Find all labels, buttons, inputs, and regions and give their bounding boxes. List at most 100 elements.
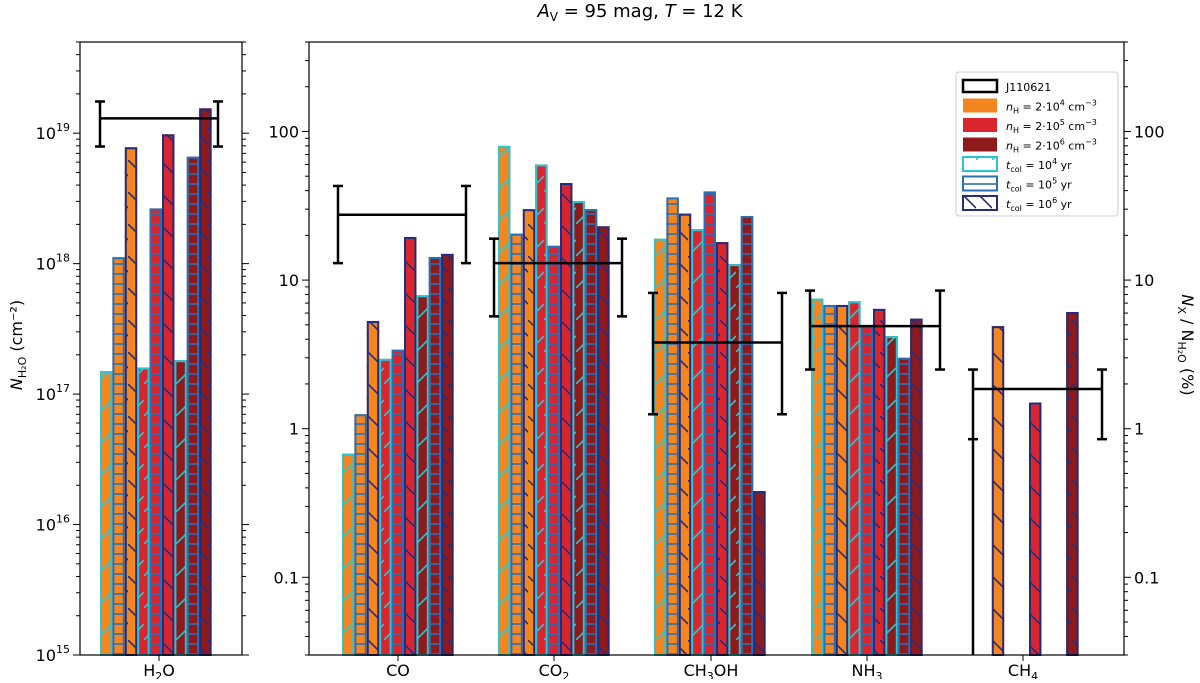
bar-hatch [728,264,741,655]
bar-hatch [186,156,200,655]
chart-legend: J110621 nH = 2·104 cm−3 nH = 2·105 cm−3 nH … [955,71,1119,217]
bar-hatch [510,233,523,655]
legend-label: tcol = 105 yr [1006,177,1072,194]
bar-hatch [885,336,898,655]
y-tick-label: 1019 [36,121,70,143]
bar-hatch [703,191,716,655]
observed-marker [489,237,627,318]
bar-hatch [416,295,429,655]
bar-hatch [149,208,162,656]
legend-label: tcol = 106 yr [1006,196,1072,213]
abundance-panel-frame [308,41,1125,656]
y-tick-label: 100 [1134,122,1165,141]
bar-hatch [404,236,417,655]
observed-marker [648,291,787,416]
y-tick-label: 1016 [36,513,70,535]
bar-hatch [678,213,692,655]
chart-title: AV = 95 mag, T = 12 K [536,1,743,24]
y-tick-label: 1018 [36,252,70,274]
bar-hatch [666,197,679,655]
bar-hatch [991,326,1005,655]
y-tick-label: 100 [268,122,299,141]
bar-hatch [162,134,175,655]
legend-label: J110621 [1005,81,1051,94]
legend-entry: tcol = 104 yr [962,156,1072,174]
observed-marker [968,368,1107,655]
bar-hatch [1066,311,1079,655]
bar-hatch [897,357,911,655]
bar-hatch [873,308,886,655]
x-tick-label: CO2 [539,661,570,679]
legend-entry: nH = 2·106 cm−3 [963,137,1097,155]
y-tick-label: 10 [1134,271,1154,290]
legend-entry: nH = 2·105 cm−3 [963,118,1097,135]
bar-hatch [137,367,150,655]
bar-hatch [910,318,923,655]
bar-group-4 [991,311,1079,656]
bar-hatch [174,360,187,655]
bar-hatch [740,215,754,655]
legend-swatch [961,78,999,94]
y-tick-label: 10 [279,271,299,290]
bar-hatch [342,453,355,655]
y-tick-label: 1015 [36,643,70,665]
bar-hatch [441,253,454,655]
legend-label: nH = 2·106 cm−3 [1006,138,1097,155]
bar-hatch [691,229,704,656]
observed-layer [95,100,1107,655]
bar-hatch [823,304,836,655]
observed-marker [805,289,945,371]
legend-label: nH = 2·104 cm−3 [1006,99,1097,116]
bar-hatch [572,201,585,655]
y-tick-label: 1 [289,420,299,439]
bar-hatch [560,183,573,655]
bar-hatch [354,414,367,655]
legend-swatch [962,195,998,211]
legend-label: nH = 2·105 cm−3 [1006,118,1097,135]
bar-group-h2o [100,108,212,657]
bar-group-3 [811,298,923,656]
bar-hatch [597,226,610,655]
bar-hatch [835,304,849,655]
legend-entry: nH = 2·104 cm−3 [963,98,1097,116]
legend-swatch [962,175,998,192]
y-tick-label: 1017 [36,382,70,404]
y-tick-label: 0.1 [274,568,299,587]
bar-hatch [753,491,766,655]
legend-entry: tcol = 105 yr [962,175,1072,194]
x-tick-label: H2O [143,661,175,679]
x-tick-label: CO [386,661,410,679]
bar-hatch [112,257,125,655]
bar-hatch [366,321,380,655]
bar-hatch [1029,402,1042,655]
legend-entry: J110621 [961,78,1051,94]
bar-hatch [860,326,873,655]
observed-marker [333,184,471,265]
bar-group-2 [654,191,766,657]
h2o-panel-frame [79,41,243,656]
axes-layer [73,41,1131,661]
bar-hatch [124,147,138,655]
bar-hatch [100,371,113,655]
legend-label: tcol = 104 yr [1006,157,1072,174]
bar-hatch [428,256,442,655]
bar-hatch [848,301,861,655]
x-tick-label: CH3OH [684,661,739,679]
y-tick-label: 0.1 [1134,568,1159,587]
bar-hatch [716,242,729,656]
legend-entry: tcol = 106 yr [962,195,1072,213]
y-axis-label-right: NX / NH₂O (%) [1175,294,1197,395]
legend-swatch [962,156,998,172]
bar-group-1 [498,145,610,657]
bar-hatch [522,209,536,655]
legend-swatch [963,98,997,113]
bar-hatch [547,245,560,655]
bar-hatch [391,349,404,655]
text-layer: 1015 1016 1017 1018 1019 0.1 0.1 1 1 10 10 100 100 H2… [7,1,1197,683]
bar-hatch [379,358,392,655]
x-tick-label: CH4 [1008,661,1038,679]
y-axis-label-left: NH₂O (cm⁻²) [7,300,29,390]
observed-marker [95,100,223,148]
